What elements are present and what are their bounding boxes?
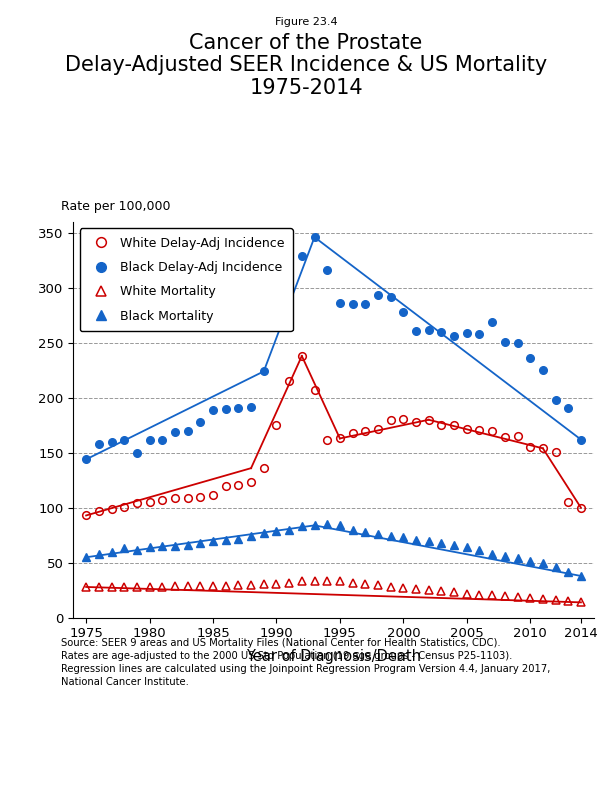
Text: Source: SEER 9 areas and US Mortality Files (National Center for Health Statisti: Source: SEER 9 areas and US Mortality Fi… — [61, 638, 551, 687]
Text: Delay-Adjusted SEER Incidence & US Mortality: Delay-Adjusted SEER Incidence & US Morta… — [65, 55, 547, 75]
X-axis label: Year of Diagnosis/Death: Year of Diagnosis/Death — [246, 649, 421, 664]
Legend: White Delay-Adj Incidence, Black Delay-Adj Incidence, White Mortality, Black Mor: White Delay-Adj Incidence, Black Delay-A… — [80, 228, 293, 331]
Text: Cancer of the Prostate: Cancer of the Prostate — [189, 33, 423, 53]
Text: Rate per 100,000: Rate per 100,000 — [61, 200, 171, 213]
Text: Figure 23.4: Figure 23.4 — [275, 17, 337, 28]
Text: 1975-2014: 1975-2014 — [249, 78, 363, 97]
